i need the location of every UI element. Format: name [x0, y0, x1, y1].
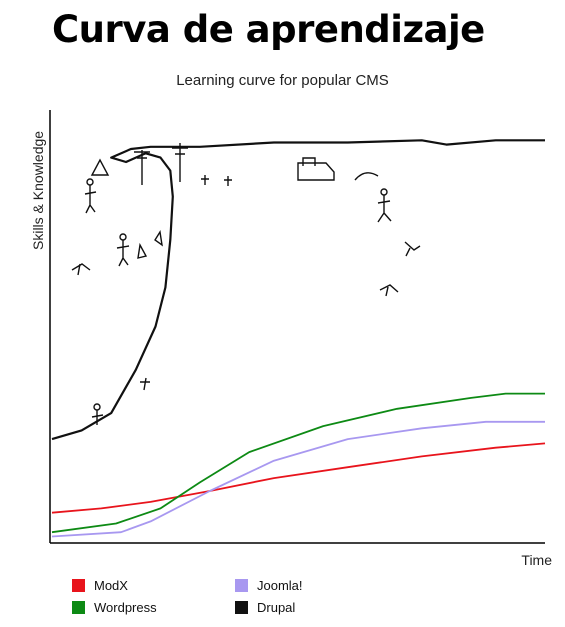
- series-layer: [51, 139, 546, 538]
- legend-swatch: [72, 601, 85, 614]
- legend-label: Drupal: [257, 600, 296, 615]
- x-axis-label: Time: [521, 552, 552, 568]
- legend-swatch: [72, 579, 85, 592]
- cliff-decoration: [71, 143, 421, 425]
- legend-swatch: [235, 579, 248, 592]
- legend-label: Joomla!: [257, 578, 303, 593]
- series-line-modx: [51, 442, 546, 514]
- legend-swatch: [235, 601, 248, 614]
- series-line-wordpress: [51, 392, 545, 534]
- y-axis-label: Skills & Knowledge: [30, 131, 46, 250]
- legend-label: Wordpress: [94, 600, 157, 615]
- legend-label: ModX: [94, 578, 128, 593]
- series-line-drupal: [51, 139, 545, 441]
- chart-title: Learning curve for popular CMS: [176, 72, 389, 89]
- legend-item-drupal: Drupal: [235, 600, 295, 615]
- legend-item-wordpress: Wordpress: [72, 600, 157, 615]
- series-line-joomla: [51, 420, 545, 538]
- legend-item-modx: ModX: [72, 578, 128, 593]
- legend-item-joomla: Joomla!: [235, 578, 303, 593]
- page-title: Curva de aprendizaje: [52, 8, 485, 51]
